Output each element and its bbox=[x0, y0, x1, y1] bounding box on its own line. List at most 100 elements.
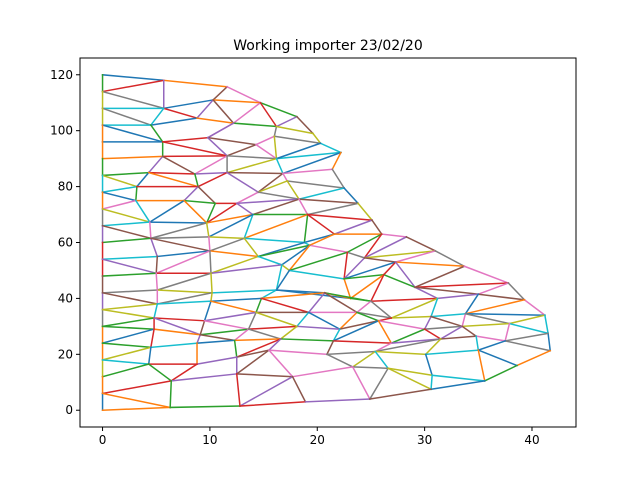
mesh-edge bbox=[149, 221, 208, 224]
mesh-edge bbox=[255, 311, 298, 328]
mesh-edge bbox=[233, 338, 282, 342]
mesh-edge bbox=[251, 198, 300, 216]
mesh-edge bbox=[199, 319, 206, 336]
mesh-edge bbox=[161, 155, 196, 176]
mesh-edge bbox=[363, 250, 437, 259]
mesh-edge bbox=[169, 380, 173, 409]
mesh-edge bbox=[477, 349, 518, 367]
mesh-edge bbox=[101, 199, 137, 210]
mesh-edge bbox=[162, 107, 198, 120]
mesh-edge bbox=[504, 340, 552, 352]
mesh-edge bbox=[475, 335, 480, 351]
mesh-edge bbox=[147, 155, 164, 174]
mesh-edge bbox=[199, 328, 250, 336]
mesh-edge bbox=[279, 325, 298, 340]
mesh-edge bbox=[286, 179, 301, 201]
mesh-edge bbox=[275, 142, 322, 160]
mesh-edge bbox=[149, 124, 164, 143]
mesh-edge bbox=[257, 255, 283, 266]
mesh-edge bbox=[267, 337, 282, 352]
mesh-edge bbox=[357, 202, 374, 222]
mesh-edge bbox=[295, 311, 310, 328]
mesh-edge bbox=[370, 297, 439, 302]
mesh-edge bbox=[382, 261, 397, 276]
mesh-edge bbox=[280, 263, 291, 272]
mesh-edge bbox=[148, 221, 152, 240]
plot-frame bbox=[79, 57, 577, 428]
mesh-edge bbox=[149, 237, 211, 252]
mesh-edge bbox=[295, 115, 315, 135]
x-axis-ticks: 0 10 20 30 40 bbox=[99, 427, 540, 447]
mesh-edge bbox=[369, 300, 393, 320]
mesh-edge bbox=[414, 286, 480, 296]
mesh-edge bbox=[431, 374, 486, 382]
mesh-edge bbox=[464, 312, 511, 325]
mesh-edge bbox=[150, 236, 210, 240]
mesh-edge bbox=[377, 317, 393, 322]
mesh-edge bbox=[243, 237, 260, 258]
mesh-edge bbox=[461, 322, 511, 328]
mesh-edge bbox=[101, 155, 164, 160]
mesh-edge bbox=[206, 136, 229, 157]
mesh-edge bbox=[101, 406, 171, 412]
mesh-edge bbox=[282, 168, 334, 175]
mesh-edge bbox=[306, 213, 336, 236]
mesh-edge bbox=[183, 185, 200, 202]
mesh-edge bbox=[380, 233, 408, 238]
mesh-edge bbox=[210, 264, 283, 275]
mesh-edge bbox=[101, 392, 172, 409]
mesh-edge bbox=[153, 303, 159, 319]
mesh-edge bbox=[238, 375, 294, 408]
mesh-edge bbox=[298, 187, 346, 201]
mesh-edge bbox=[405, 235, 437, 252]
mesh-edge bbox=[101, 359, 150, 365]
mesh-edge bbox=[148, 199, 186, 224]
x-tick-label: 0 bbox=[99, 433, 107, 447]
mesh-edge bbox=[374, 342, 393, 353]
mesh-edge bbox=[193, 154, 229, 176]
mesh-edge bbox=[197, 171, 229, 188]
mesh-edge bbox=[235, 349, 270, 375]
mesh-edge bbox=[275, 157, 284, 175]
mesh-edge bbox=[267, 349, 294, 378]
mesh-edge bbox=[523, 298, 546, 317]
mesh-edge bbox=[155, 272, 159, 291]
mesh-edge bbox=[368, 367, 390, 401]
mesh-edge bbox=[149, 328, 155, 349]
mesh-edge bbox=[363, 257, 397, 263]
y-tick-label: 100 bbox=[50, 124, 73, 138]
mesh-edge bbox=[508, 322, 550, 335]
mesh-edge bbox=[430, 374, 433, 391]
mesh-edge bbox=[147, 363, 173, 382]
mesh-edge bbox=[255, 135, 276, 146]
mesh-edge bbox=[297, 198, 309, 216]
mesh-edge bbox=[275, 115, 298, 128]
mesh-edge bbox=[304, 398, 371, 403]
mesh-edge bbox=[101, 291, 159, 305]
mesh-edge bbox=[477, 339, 507, 352]
mesh-edge bbox=[273, 125, 278, 138]
mesh-edge bbox=[504, 322, 511, 342]
mesh-edge bbox=[325, 339, 335, 356]
mesh-edge bbox=[387, 367, 433, 377]
mesh-edge bbox=[544, 314, 549, 335]
mesh-edge bbox=[430, 312, 467, 318]
mesh-edge bbox=[464, 313, 546, 316]
mesh-edge bbox=[260, 292, 326, 300]
mesh-edge bbox=[461, 312, 467, 328]
mesh-edge bbox=[232, 122, 278, 128]
mesh-edge bbox=[351, 365, 371, 401]
mesh-edge bbox=[414, 282, 510, 289]
mesh-edge bbox=[101, 73, 165, 82]
mesh-edge bbox=[101, 325, 155, 330]
mesh-edge bbox=[232, 101, 262, 125]
mesh-edge bbox=[434, 249, 466, 268]
mesh-edge bbox=[477, 349, 486, 382]
mesh-edge bbox=[101, 90, 165, 110]
mesh-edge bbox=[208, 236, 211, 252]
mesh-edge bbox=[268, 349, 328, 356]
mesh-edge bbox=[332, 319, 380, 342]
mesh-edge bbox=[291, 375, 307, 403]
mesh-edge bbox=[212, 98, 235, 125]
mesh-edge bbox=[515, 349, 552, 367]
